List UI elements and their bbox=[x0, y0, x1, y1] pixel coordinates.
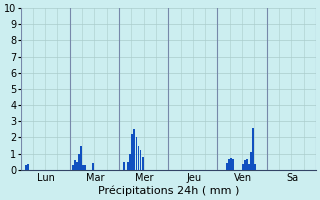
Bar bbox=[142, 157, 143, 170]
Bar bbox=[80, 146, 82, 170]
Bar bbox=[230, 158, 232, 170]
Bar bbox=[123, 162, 125, 170]
Bar bbox=[132, 134, 133, 170]
Bar bbox=[228, 159, 230, 170]
Bar bbox=[226, 163, 228, 170]
Bar bbox=[127, 162, 129, 170]
Bar bbox=[74, 160, 76, 170]
X-axis label: Précipitations 24h ( mm ): Précipitations 24h ( mm ) bbox=[98, 185, 239, 196]
Bar bbox=[82, 165, 84, 170]
Bar bbox=[72, 165, 74, 170]
Bar bbox=[129, 154, 131, 170]
Bar bbox=[242, 164, 244, 170]
Bar bbox=[232, 159, 234, 170]
Bar bbox=[27, 164, 29, 170]
Bar bbox=[92, 163, 94, 170]
Bar bbox=[135, 137, 137, 170]
Bar bbox=[84, 165, 86, 170]
Bar bbox=[76, 162, 78, 170]
Bar bbox=[246, 159, 248, 170]
Bar bbox=[254, 164, 256, 170]
Bar bbox=[248, 164, 250, 170]
Bar bbox=[140, 150, 141, 170]
Bar bbox=[244, 160, 246, 170]
Bar bbox=[252, 128, 254, 170]
Bar bbox=[25, 165, 27, 170]
Bar bbox=[138, 146, 140, 170]
Bar bbox=[250, 152, 252, 170]
Bar bbox=[78, 154, 80, 170]
Bar bbox=[133, 129, 135, 170]
